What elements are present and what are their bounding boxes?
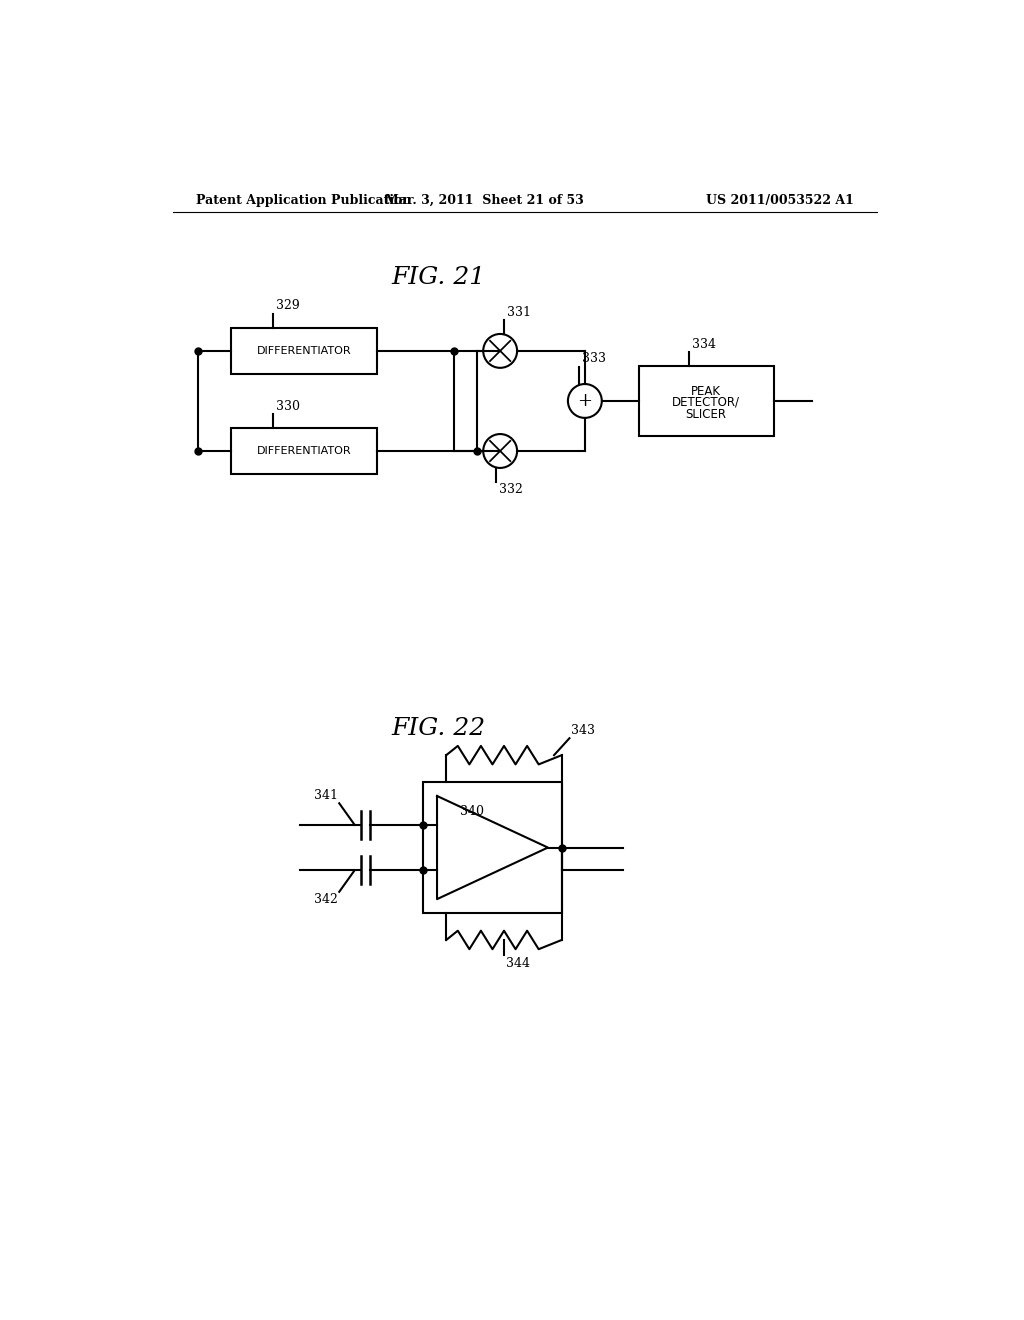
Text: 334: 334 (692, 338, 716, 351)
Text: 331: 331 (507, 305, 531, 318)
Bar (230, 428, 377, 474)
Text: 332: 332 (500, 483, 523, 496)
Bar (639, 367, 773, 436)
Text: DETECTOR/: DETECTOR/ (672, 396, 740, 409)
Text: FIG. 22: FIG. 22 (391, 717, 485, 739)
Text: 340: 340 (460, 805, 484, 818)
Text: DIFFERENTIATOR: DIFFERENTIATOR (256, 346, 351, 356)
Text: FIG. 21: FIG. 21 (391, 267, 485, 289)
Text: US 2011/0053522 A1: US 2011/0053522 A1 (707, 194, 854, 207)
Bar (230, 327, 377, 374)
Text: Mar. 3, 2011  Sheet 21 of 53: Mar. 3, 2011 Sheet 21 of 53 (385, 194, 584, 207)
Text: PEAK: PEAK (691, 385, 721, 399)
Text: 341: 341 (313, 789, 338, 801)
Text: 333: 333 (582, 351, 606, 364)
Text: DIFFERENTIATOR: DIFFERENTIATOR (256, 446, 351, 455)
Text: 330: 330 (276, 400, 300, 412)
Text: +: + (578, 392, 592, 411)
Bar (423, 781, 562, 913)
Text: 342: 342 (313, 894, 338, 907)
Text: SLICER: SLICER (686, 408, 727, 421)
Text: 343: 343 (571, 723, 595, 737)
Text: 344: 344 (506, 957, 529, 970)
Text: 329: 329 (276, 300, 300, 313)
Text: Patent Application Publication: Patent Application Publication (196, 194, 412, 207)
